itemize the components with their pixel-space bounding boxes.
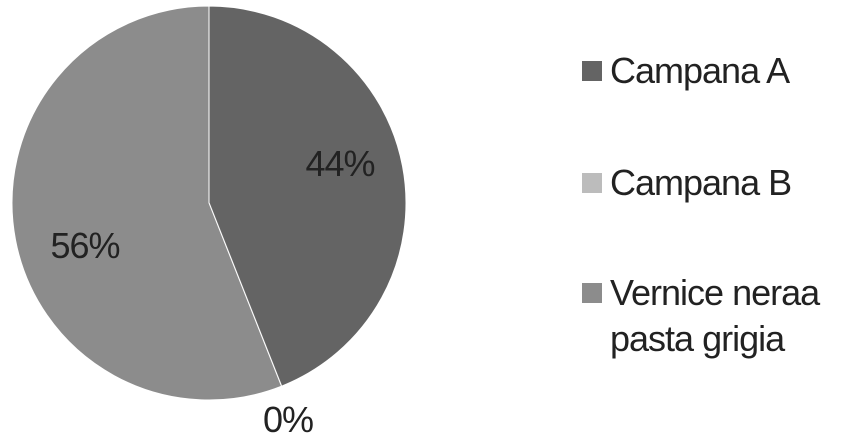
legend-label-campana-a: Campana A <box>610 50 790 91</box>
legend-item-vernice: Vernice neraa pasta grigia <box>582 270 835 362</box>
legend-label-vernice: Vernice neraa pasta grigia <box>610 272 820 359</box>
legend-swatch-campana-b <box>582 173 602 193</box>
legend-item-campana-a: Campana A <box>582 48 835 94</box>
legend-swatch-campana-a <box>582 61 602 81</box>
data-label-campana-b: 0% <box>263 399 313 440</box>
pie-data-labels: 44% 0% 56% <box>50 143 375 440</box>
pie-slice-vernice-neraa-pasta-grigia <box>11 5 283 401</box>
legend-label-campana-b: Campana B <box>610 162 792 203</box>
legend-swatch-vernice <box>582 283 602 303</box>
pie-slice-campana-a <box>208 5 407 387</box>
data-label-campana-a: 44% <box>305 143 374 184</box>
legend-item-campana-b: Campana B <box>582 160 835 206</box>
pie-slices <box>11 5 407 401</box>
data-label-vernice-neraa-pasta-grigia: 56% <box>50 225 119 266</box>
